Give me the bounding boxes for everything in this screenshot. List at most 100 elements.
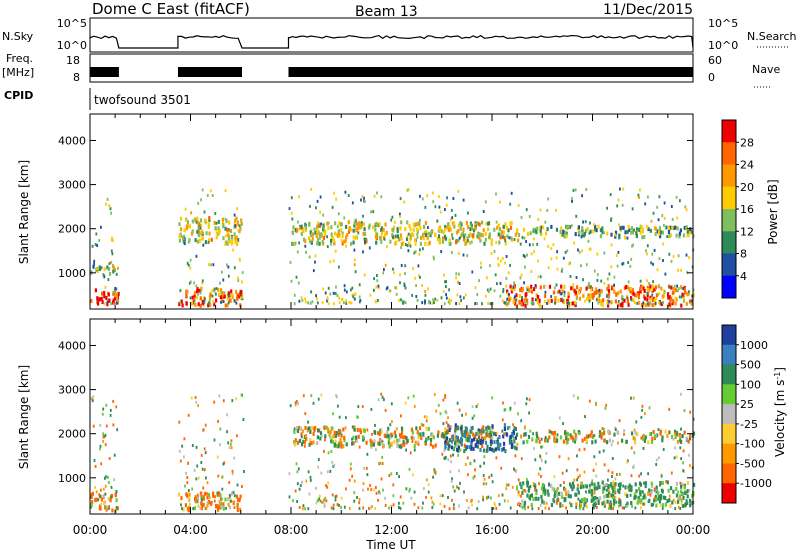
echo-cell [216,455,219,459]
echo-cell [340,222,343,227]
echo-cell [465,433,468,438]
echo-cell [563,284,566,289]
echo-cell [492,448,495,453]
echo-cell [673,456,676,460]
echo-cell [515,432,519,437]
echo-cell [675,297,678,302]
echo-cell [509,439,512,444]
echo-cell [467,506,470,510]
echo-cell [668,431,671,434]
echo-cell [548,435,551,440]
echo-cell [336,233,339,238]
echo-cell [302,439,305,444]
echo-cell [200,286,203,291]
echo-cell [574,436,577,441]
echo-cell [658,301,661,305]
echo-cell [622,225,625,230]
echo-cell [503,499,506,503]
echo-cell [405,237,409,242]
echo-cell [521,298,524,303]
echo-cell [672,498,675,502]
echo-cell [294,228,297,232]
echo-cell [524,490,527,494]
echo-cell [326,470,329,474]
echo-cell [658,226,662,231]
echo-cell [413,404,416,408]
echo-cell [510,221,513,225]
echo-cell [408,489,411,493]
echo-cell [638,498,641,503]
echo-cell [634,431,637,436]
echo-cell [227,497,230,502]
echo-cell [90,503,93,507]
echo-cell [681,482,684,487]
echo-cell [194,238,197,243]
echo-cell [683,409,686,413]
echo-cell [392,494,395,498]
echo-cell [573,478,576,482]
echo-cell [438,225,442,230]
echo-cell [628,287,631,291]
echo-cell [340,505,342,509]
echo-cell [514,427,517,431]
echo-cell [611,457,614,460]
echo-cell [498,446,501,451]
echo-cell [488,446,492,451]
echo-cell [463,430,466,434]
echo-cell [512,285,515,289]
echo-cell [365,239,368,244]
echo-cell [692,417,695,421]
echo-cell [393,271,395,275]
echo-cell [326,296,329,300]
echo-cell [358,506,361,510]
echo-cell [649,284,652,289]
echo-cell [377,284,380,288]
echo-cell [518,501,520,505]
echo-cell [425,419,428,423]
echo-cell [410,427,413,432]
echo-cell [619,226,622,231]
echo-cell [321,434,323,438]
echo-cell [220,501,223,505]
power-echoes [90,187,695,308]
echo-cell [91,491,94,496]
echo-cell [555,296,558,299]
echo-cell [522,481,525,486]
echo-cell [328,432,331,437]
echo-cell [219,493,222,498]
echo-cell [107,506,110,510]
echo-cell [563,300,566,304]
echo-cell [419,432,422,437]
echo-cell [459,221,462,226]
echo-cell [501,418,504,422]
echo-cell [684,491,687,495]
echo-cell [481,302,483,306]
echo-cell [194,303,197,307]
echo-cell [558,455,561,459]
echo-cell [224,242,227,246]
echo-cell [644,435,647,440]
power-panel-frame [89,113,694,310]
echo-cell [529,231,532,236]
echo-cell [666,480,669,485]
echo-cell [689,503,692,508]
echo-cell [690,299,693,303]
echo-cell [307,420,309,424]
echo-cell [519,276,522,280]
echo-cell [206,492,208,496]
echo-cell [208,263,210,267]
echo-cell [612,439,614,443]
echo-cell [315,234,318,238]
echo-cell [581,233,584,238]
echo-cell [200,504,204,509]
echo-cell [412,266,415,270]
echo-cell [654,494,657,499]
echo-cell [606,440,609,445]
echo-cell [486,425,490,430]
echo-cell [431,432,434,436]
echo-cell [459,438,462,443]
echo-cell [391,441,394,446]
echo-cell [557,499,560,502]
echo-cell [381,462,384,465]
echo-cell [669,297,672,302]
